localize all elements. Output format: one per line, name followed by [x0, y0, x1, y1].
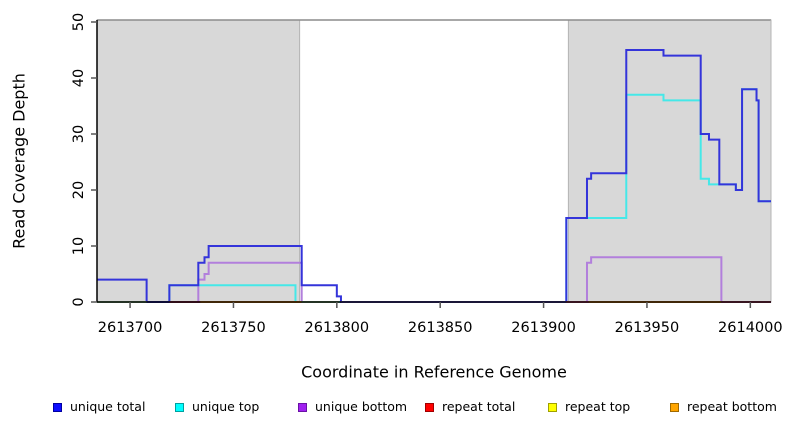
series-unique-total-line — [97, 49, 771, 303]
y-tick-label: 30 — [71, 125, 87, 143]
repeat-region-left — [96, 19, 301, 303]
y-tick-label: 40 — [71, 69, 87, 87]
x-tick-label: 2613700 — [98, 320, 163, 336]
x-tick-label: 2614000 — [718, 320, 783, 336]
repeat-region-right — [567, 19, 772, 303]
x-tick-label: 2613950 — [615, 320, 680, 336]
x-tick-label: 2613900 — [511, 320, 576, 336]
y-tick-label: 0 — [71, 297, 87, 306]
x-tick-label: 2613850 — [408, 320, 473, 336]
y-tick-label: 50 — [71, 13, 87, 31]
x-tick-label: 2613800 — [305, 320, 370, 336]
x-axis-title: Coordinate in Reference Genome — [301, 362, 567, 382]
x-tick-label: 2613750 — [201, 320, 266, 336]
y-tick-label: 20 — [71, 181, 87, 199]
y-axis-title: Read Coverage Depth — [9, 73, 29, 249]
y-tick-label: 10 — [71, 237, 87, 255]
